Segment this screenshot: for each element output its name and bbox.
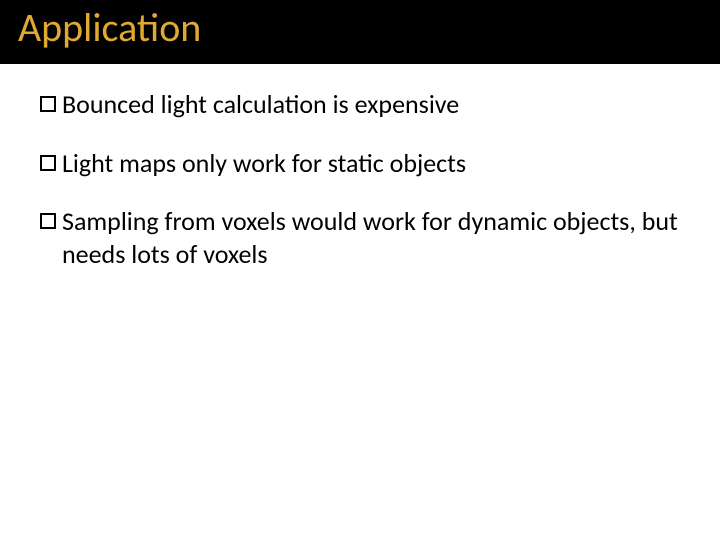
square-bullet-icon (40, 155, 56, 171)
square-bullet-icon (40, 213, 56, 229)
bullet-item: Light maps only work for static objects (40, 147, 680, 180)
bullet-text: Sampling from voxels would work for dyna… (62, 205, 680, 270)
bullet-item: Sampling from voxels would work for dyna… (40, 205, 680, 270)
bullet-item: Bounced light calculation is expensive (40, 88, 680, 121)
slide-content: Bounced light calculation is expensive L… (0, 64, 720, 270)
slide: Application Bounced light calculation is… (0, 0, 720, 540)
bullet-text: Bounced light calculation is expensive (62, 88, 680, 121)
square-bullet-icon (40, 96, 56, 112)
bullet-text: Light maps only work for static objects (62, 147, 680, 180)
title-band: Application (0, 0, 720, 64)
slide-title: Application (18, 6, 720, 50)
